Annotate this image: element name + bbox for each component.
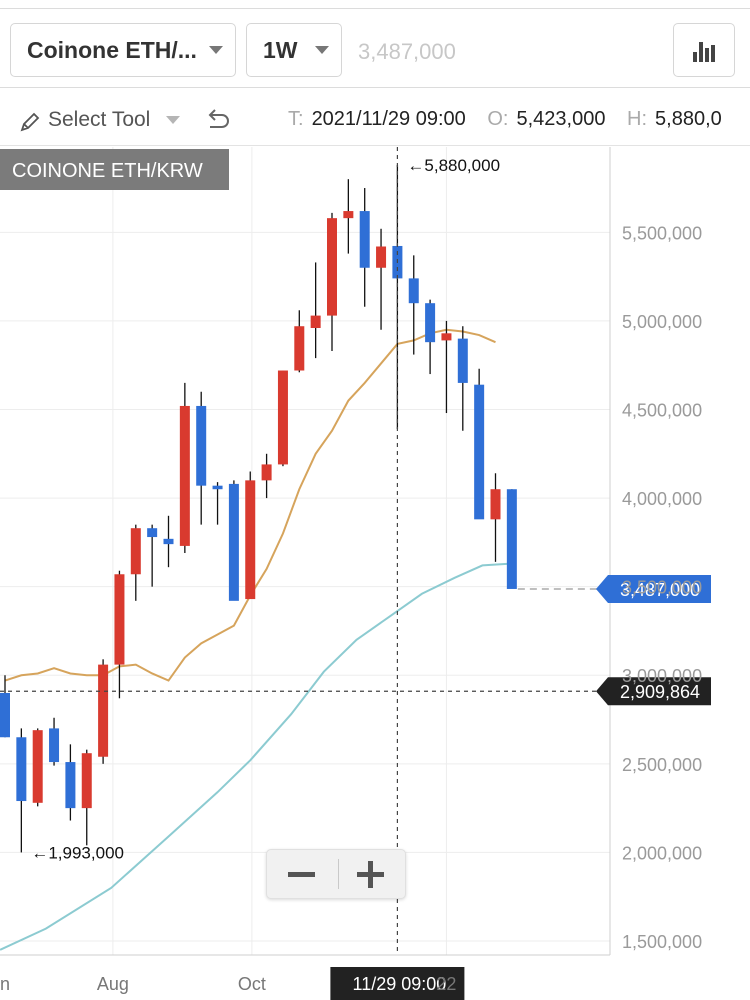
ohlc-high: 5,880,0 [655,108,722,130]
candle-body-up [343,211,354,219]
candle-body-down [474,384,485,520]
candle-body-up [32,730,43,803]
candle-body-down [212,485,223,490]
chart-title: COINONE ETH/KRW [12,160,203,182]
price-axis: 1,500,000 2,000,000 2,500,000 3,000,000 3,50… [0,223,702,994]
candle-body-up [376,246,387,268]
candle-body-up [261,464,272,481]
candle-body-down [506,489,517,589]
candle-body-up [114,574,125,665]
ohlc-key: O: [487,108,509,130]
ohlc-open: 5,423,000 [516,108,606,130]
candle-body-down [163,538,174,545]
high-arrow: ← [407,156,424,175]
ohlc-readout: T: 2021/11/29 09:00 O: 5,423,000 H: 5,880,0 [288,108,738,131]
cursor-price-tag-label: 2,909,864 [620,682,700,702]
market-select[interactable]: Coinone ETH/... [10,23,236,77]
candle-body-up [98,664,109,757]
y-tick-label: 1,500,000 [622,932,702,952]
chart-grid [0,147,611,956]
candlesticks [0,165,517,853]
x-tick-label: 22 [436,974,456,994]
high-price-label: 5,880,000 [424,156,500,175]
chart-overlays: ← 5,880,000← 1,993,0003,487,0002,909,86411… [0,147,711,1000]
y-tick-label: 3,500,000 [622,578,702,598]
candle-body-up [441,333,452,341]
interval-select[interactable]: 1W [246,23,342,77]
candle-body-down [425,303,436,343]
candle-body-down [359,211,370,268]
bar-chart-icon [693,42,715,62]
drawing-toolbar: Select Tool T: 2021/11/29 09:00 O: 5,423,0… [0,96,750,146]
candle-body-down [49,728,60,763]
candle-body-down [408,278,419,304]
candle-body-down [147,528,158,538]
chart-labels: COINONE ETH/KRW [0,149,229,190]
candle-body-up [294,326,305,371]
x-tick-label: n [0,974,10,994]
y-tick-label: 3,000,000 [622,666,702,686]
y-tick-label: 4,500,000 [622,400,702,420]
zoom-out-button[interactable] [267,850,337,898]
chevron-down-icon [209,46,223,54]
candle-body-down [457,338,468,383]
ohlc-key: H: [627,108,648,130]
last-price-tag-label: 3,487,000 [620,580,700,600]
candle-body-up [245,480,256,600]
candle-body-up [277,370,288,465]
candle-body-down [228,483,239,601]
low-price-label: 1,993,000 [48,843,124,862]
cursor-time-tag [330,967,465,1000]
pencil-icon[interactable] [18,110,42,134]
candle-body-down [0,692,10,738]
undo-icon[interactable] [202,106,232,134]
cursor-time-tag-label: 11/29 09:00 [353,974,447,994]
candle-body-up [327,218,337,316]
ohlc-time: 2021/11/29 09:00 [311,108,466,130]
chevron-down-icon[interactable] [166,116,180,124]
x-tick-label: Oct [238,974,266,994]
price-chart[interactable]: ← 5,880,000← 1,993,0003,487,0002,909,86411… [0,147,750,1000]
last-price-tag [596,574,711,603]
zoom-in-button[interactable] [339,850,409,898]
candle-body-up [179,405,190,546]
current-price-display: 3,487,000 [358,39,456,64]
chevron-down-icon [315,46,329,54]
candle-body-up [490,489,501,520]
x-tick-label: Aug [97,974,129,994]
market-select-label: Coinone ETH/... [27,36,197,63]
candle-body-up [310,315,321,328]
select-tool-label[interactable]: Select Tool [48,108,151,131]
candle-body-down [65,762,76,809]
minus-icon [288,872,315,877]
zoom-divider [338,859,339,889]
y-tick-label: 2,500,000 [622,755,702,775]
interval-select-label: 1W [263,36,298,63]
y-tick-label: 4,000,000 [622,489,702,509]
low-arrow: ← [31,843,48,862]
candle-body-up [130,528,141,575]
symbol-label-bg [0,149,229,190]
ohlc-key: T: [288,108,304,130]
zoom-controls [266,849,406,899]
ma-long-line [0,562,512,951]
y-tick-label: 5,500,000 [622,223,702,243]
top-bar: Coinone ETH/... 1W 3,487,000 [0,8,750,88]
candle-body-down [16,737,27,802]
chart-type-button[interactable] [673,23,735,77]
plus-icon [357,861,384,888]
candle-body-up [81,753,92,809]
cursor-price-tag [596,677,711,706]
candle-body-down [196,405,207,486]
y-tick-label: 5,000,000 [622,312,702,332]
y-tick-label: 2,000,000 [622,843,702,863]
